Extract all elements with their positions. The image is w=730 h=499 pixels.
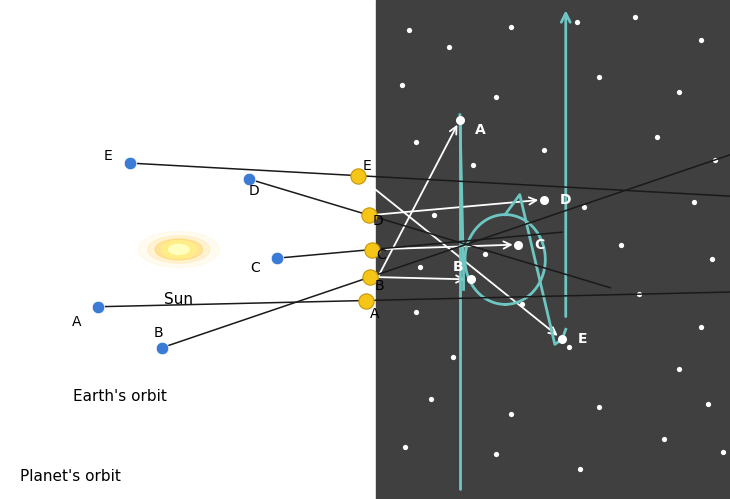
Ellipse shape bbox=[147, 236, 210, 263]
Ellipse shape bbox=[138, 232, 220, 267]
Ellipse shape bbox=[167, 245, 190, 254]
Bar bbox=[376, 0, 730, 499]
Text: E: E bbox=[104, 149, 112, 163]
Ellipse shape bbox=[169, 245, 189, 254]
Ellipse shape bbox=[162, 242, 196, 257]
Text: Earth's orbit: Earth's orbit bbox=[73, 389, 167, 404]
Text: Sun: Sun bbox=[164, 292, 193, 307]
Text: D: D bbox=[249, 185, 260, 199]
Text: A: A bbox=[72, 315, 81, 329]
Text: E: E bbox=[578, 332, 588, 346]
Text: A: A bbox=[369, 307, 379, 321]
Text: D: D bbox=[373, 214, 383, 228]
Text: B: B bbox=[453, 260, 464, 274]
Text: D: D bbox=[560, 193, 572, 207]
Text: C: C bbox=[376, 249, 386, 262]
Text: B: B bbox=[374, 279, 384, 293]
Text: B: B bbox=[153, 326, 163, 340]
Bar bbox=[0, 0, 376, 499]
Text: E: E bbox=[363, 159, 372, 173]
Text: C: C bbox=[250, 261, 260, 275]
Text: C: C bbox=[534, 238, 545, 251]
Ellipse shape bbox=[161, 241, 196, 258]
Text: A: A bbox=[474, 123, 485, 137]
Ellipse shape bbox=[155, 239, 203, 260]
Text: Planet's orbit: Planet's orbit bbox=[20, 469, 121, 484]
